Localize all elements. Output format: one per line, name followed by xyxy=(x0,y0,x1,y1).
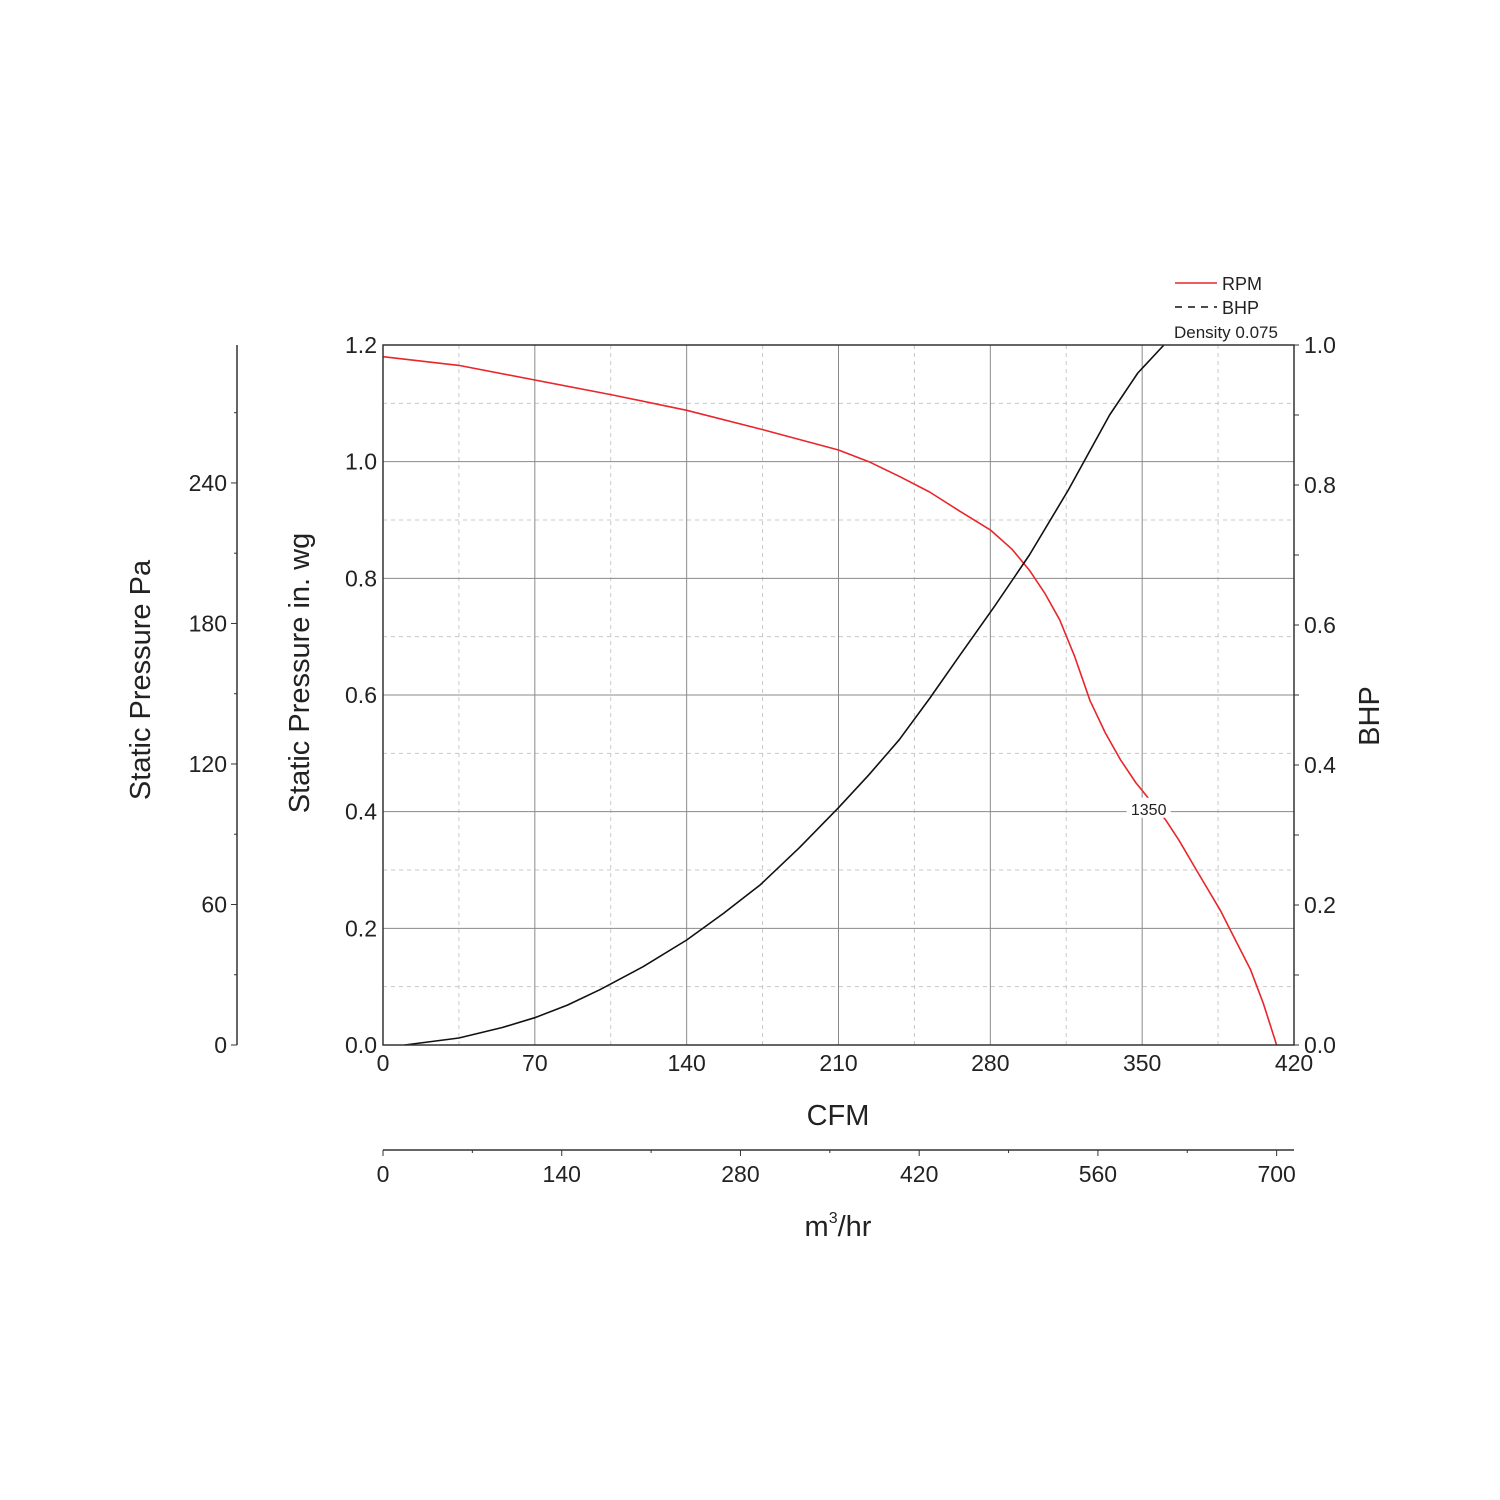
y2-tick-label: 0 xyxy=(214,1032,227,1058)
y-tick-label: 0.0 xyxy=(345,1032,377,1058)
y2-tick-label: 60 xyxy=(201,891,227,917)
y2-tick-label: 180 xyxy=(189,610,227,636)
y3-tick-label: 0.8 xyxy=(1304,472,1336,498)
legend-bhp-label: BHP xyxy=(1222,298,1259,318)
y3-tick-label: 0.6 xyxy=(1304,612,1336,638)
x-tick-label: 420 xyxy=(1275,1050,1313,1076)
x2-tick-label: 420 xyxy=(900,1161,938,1187)
y3-tick-label: 0.2 xyxy=(1304,892,1336,918)
axes: 0 70 140 210 280 350 4200.00.20.40.60.81.01.20… xyxy=(189,332,1337,1187)
annotations: 1350 xyxy=(1126,797,1171,819)
y2-tick-label: 120 xyxy=(189,751,227,777)
x2-axis-title: m3/hr xyxy=(805,1210,872,1243)
y-tick-label: 1.0 xyxy=(345,449,377,475)
y-tick-label: 0.4 xyxy=(345,799,377,825)
x2-tick-label: 280 xyxy=(721,1161,759,1187)
y3-tick-label: 0.0 xyxy=(1304,1032,1336,1058)
x2-tick-label: 700 xyxy=(1257,1161,1295,1187)
annotation-background xyxy=(1126,797,1171,818)
legend-density-note: Density 0.075 xyxy=(1174,323,1278,342)
y3-axis-title: BHP xyxy=(1354,686,1386,746)
x-axis-title: CFM xyxy=(807,1100,870,1132)
y-tick-label: 0.2 xyxy=(345,915,377,941)
x2-tick-label: 0 xyxy=(377,1161,390,1187)
x-tick-label: 210 xyxy=(819,1050,857,1076)
legend: RPM BHP Density 0.075 xyxy=(1174,274,1278,342)
x-tick-label: 350 xyxy=(1123,1050,1161,1076)
y-tick-label: 0.8 xyxy=(345,565,377,591)
series-rpm-line xyxy=(382,355,1278,1046)
y-tick-label: 0.6 xyxy=(345,682,377,708)
x-tick-label: 70 xyxy=(522,1050,548,1076)
y-axis-title: Static Pressure in. wg xyxy=(284,533,316,813)
y3-tick-label: 0.4 xyxy=(1304,752,1336,778)
x-tick-label: 0 xyxy=(377,1050,390,1076)
x-tick-label: 140 xyxy=(667,1050,705,1076)
y-tick-label: 1.2 xyxy=(345,332,377,358)
x2-tick-label: 140 xyxy=(543,1161,581,1187)
y3-tick-label: 1.0 xyxy=(1304,332,1336,358)
curves xyxy=(382,344,1278,1046)
rpm-annotation-label: 1350 xyxy=(1131,802,1167,819)
y2-axis-title: Static Pressure Pa xyxy=(125,559,157,800)
series-bhp-line xyxy=(404,344,1165,1046)
x2-tick-label: 560 xyxy=(1079,1161,1117,1187)
legend-rpm-label: RPM xyxy=(1222,274,1262,294)
x-tick-label: 280 xyxy=(971,1050,1009,1076)
y2-tick-label: 240 xyxy=(189,470,227,496)
axis-labels: CFM m3/hr Static Pressure in. wg Static … xyxy=(125,533,1386,1243)
